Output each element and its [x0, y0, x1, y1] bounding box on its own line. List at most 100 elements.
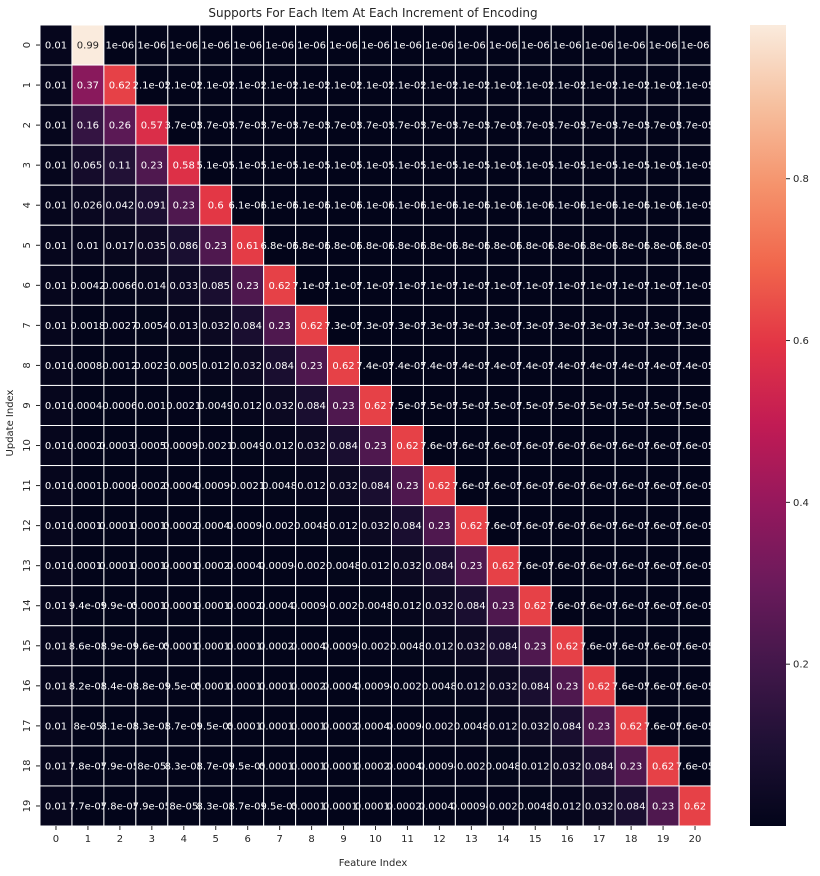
cell-label: 7.6e-05 [612, 641, 650, 652]
cell-label: 2.1e-05 [133, 81, 171, 92]
heatmap-cell [263, 465, 297, 507]
y-tick-label: 13 [22, 559, 33, 572]
cell-label: 0.62 [428, 481, 450, 492]
cell-label: 7.6e-05 [484, 521, 522, 532]
heatmap-cell [231, 505, 265, 547]
cell-label: 7.4e-05 [388, 361, 426, 372]
heatmap-cell [71, 184, 105, 226]
cell-label: 0.01 [45, 521, 67, 532]
cell-label: 0.01 [45, 161, 67, 172]
heatmap-cell [263, 384, 297, 427]
cell-label: 7.5e-05 [580, 401, 618, 412]
cell-label: 0.0048 [358, 601, 393, 612]
heatmap-cell [678, 344, 712, 386]
cell-label: 9.4e-05 [69, 601, 107, 612]
cell-label: 7.4e-05 [612, 361, 650, 372]
cell-label: 0.23 [364, 441, 386, 452]
cell-label: 0.00044 [67, 401, 108, 412]
cell-label: 0.032 [233, 361, 262, 372]
y-tick-label: 10 [22, 439, 33, 452]
cell-label: 0.01 [45, 641, 67, 652]
cell-label: 8e-05 [73, 721, 102, 732]
cell-label: 6.8e-05 [420, 241, 458, 252]
heatmap-cell [582, 304, 616, 346]
heatmap-cell [103, 545, 137, 587]
cell-label: 0.00048 [163, 481, 204, 492]
heatmap-cell [422, 384, 456, 427]
cell-label: 1e-06 [169, 41, 198, 52]
cell-label: 0.00094 [355, 681, 396, 692]
heatmap-cell [582, 264, 616, 306]
cell-label: 0.00018 [163, 561, 204, 572]
heatmap-cell [454, 224, 488, 266]
cell-label: 0.58 [173, 161, 195, 172]
cell-label: 7.6e-05 [644, 641, 682, 652]
cell-label: 9.5e-05 [197, 721, 235, 732]
heatmap-cell [167, 705, 201, 747]
cell-label: 7.6e-05 [644, 721, 682, 732]
heatmap-cell [390, 144, 424, 186]
x-axis-ticks: 0 1 2 3 4 5 6 7 8 9 10 11 12 13 14 15 16 17 18 19 20 [53, 826, 701, 845]
cell-label: 3.7e-05 [292, 121, 330, 132]
cell-label: 3.7e-05 [516, 121, 554, 132]
cell-label: 0.00011 [131, 601, 172, 612]
heatmap-cell [486, 625, 520, 667]
cell-label: 0.23 [428, 521, 450, 532]
cell-label: 7.9e-05 [101, 761, 139, 772]
heatmap-cell [454, 585, 488, 627]
heatmap-cell [135, 745, 169, 787]
heatmap-cell [646, 104, 680, 146]
heatmap-cell [327, 264, 361, 306]
heatmap-cell [454, 665, 488, 707]
heatmap-cell [199, 224, 233, 266]
cell-label: 0.00097 [163, 441, 204, 452]
heatmap-cell [646, 384, 680, 427]
cell-label: 0.084 [297, 401, 326, 412]
cell-label: 0.012 [425, 641, 454, 652]
cell-label: 7.3e-05 [612, 321, 650, 332]
cell-label: 6.1e-05 [516, 201, 554, 212]
cell-label: 0.00011 [195, 681, 236, 692]
heatmap-cell [582, 625, 616, 667]
cell-label: 7.1e-05 [356, 281, 394, 292]
heatmap-cell [422, 304, 456, 346]
cell-label: 0.0054 [134, 321, 169, 332]
cell-label: 5.1e-05 [612, 161, 650, 172]
heatmap-cell [71, 24, 105, 66]
heatmap-cell [295, 465, 329, 507]
heatmap-cell [614, 585, 648, 627]
heatmap-cell [518, 785, 552, 827]
cell-label: 5.1e-05 [676, 161, 714, 172]
cell-label: 3.7e-05 [197, 121, 235, 132]
cell-label: 0.99 [77, 41, 99, 52]
cell-label: 3.7e-05 [612, 121, 650, 132]
cell-label: 0.084 [361, 481, 390, 492]
heatmap-cell [454, 24, 488, 66]
cell-label: 2.1e-05 [580, 81, 618, 92]
y-tick-label: 2 [22, 122, 33, 128]
cell-label: 0.01 [45, 81, 67, 92]
cell-label: 0.0048 [454, 721, 489, 732]
cell-label: 7.7e-05 [69, 801, 107, 812]
heatmap-cell [359, 745, 392, 787]
heatmap-cell [135, 344, 169, 386]
cell-label: 6.1e-05 [580, 201, 618, 212]
cell-label: 0.012 [233, 401, 262, 412]
heatmap-cell [454, 304, 488, 346]
cell-label: 7.6e-05 [644, 441, 682, 452]
x-axis-label: Feature Index [339, 858, 408, 869]
heatmap-cell [550, 465, 584, 507]
cell-label: 1e-06 [137, 41, 166, 52]
cell-label: 0.0049 [198, 401, 233, 412]
cell-label: 6.1e-05 [292, 201, 330, 212]
heatmap-cell [646, 304, 680, 346]
cell-label: 0.0066 [102, 281, 137, 292]
heatmap-cell [135, 144, 169, 186]
cell-label: 0.00013 [67, 521, 108, 532]
colorbar-ticks: 0.2 0.4 0.6 0.8 [786, 174, 809, 671]
cell-label: 8.7e-05 [165, 721, 203, 732]
cell-label: 0.0006 [102, 401, 137, 412]
heatmap-cell [231, 144, 265, 186]
cell-label: 3.7e-05 [388, 121, 426, 132]
cell-label: 5.1e-05 [516, 161, 554, 172]
